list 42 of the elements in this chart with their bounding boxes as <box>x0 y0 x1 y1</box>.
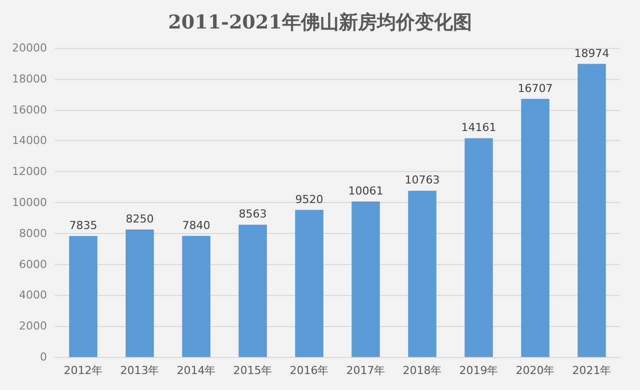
data-label: 16707 <box>518 82 553 95</box>
y-tick-label: 14000 <box>12 134 47 148</box>
y-tick-label: 12000 <box>12 165 47 178</box>
x-tick-label: 2018年 <box>402 364 442 377</box>
data-label: 8563 <box>238 208 267 221</box>
bar <box>352 202 380 357</box>
data-label: 18974 <box>574 46 610 60</box>
y-tick-label: 2000 <box>19 320 47 333</box>
bar <box>126 230 154 357</box>
bar <box>238 224 267 357</box>
bar <box>295 210 324 357</box>
bar <box>182 236 210 357</box>
y-tick-label: 8000 <box>19 226 47 240</box>
x-tick-label: 2016年 <box>290 364 329 377</box>
bar <box>69 236 98 357</box>
data-label: 7835 <box>69 218 98 232</box>
y-tick-label: 16000 <box>12 103 47 116</box>
x-tick-label: 2021年 <box>572 364 612 377</box>
y-tick-label: 6000 <box>19 258 47 271</box>
x-tick-label: 2019年 <box>459 364 498 377</box>
bar <box>521 98 550 357</box>
y-tick-label: 10000 <box>12 196 47 209</box>
data-label: 9520 <box>295 192 324 206</box>
x-tick-label: 2014年 <box>176 364 216 377</box>
data-label: 14161 <box>461 121 496 134</box>
bar <box>464 138 493 357</box>
data-label: 10061 <box>348 184 384 198</box>
y-tick-label: 4000 <box>19 288 47 302</box>
x-tick-label: 2020年 <box>516 364 555 377</box>
data-label: 10763 <box>404 174 440 187</box>
data-label: 8250 <box>126 212 154 226</box>
y-tick-label: 18000 <box>12 72 47 86</box>
x-tick-label: 2015年 <box>233 364 272 377</box>
x-tick-label: 2012年 <box>64 364 103 377</box>
chart-title: 2011-2021年佛山新房均价变化图 <box>168 12 472 34</box>
y-tick-label: 20000 <box>12 42 47 54</box>
x-tick-label: 2013年 <box>120 364 160 377</box>
bar <box>578 64 606 357</box>
x-tick-label: 2017年 <box>346 364 386 377</box>
bar <box>408 190 436 357</box>
data-label: 7840 <box>182 218 210 232</box>
y-tick-label: 0 <box>40 350 47 364</box>
